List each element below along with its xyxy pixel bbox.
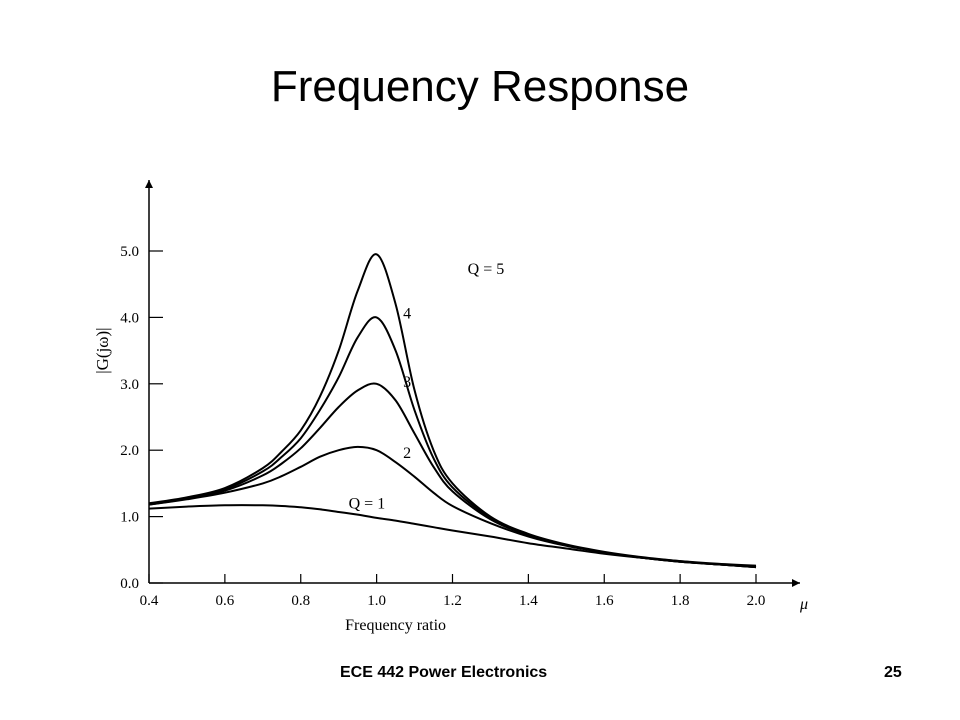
x-tick-label: 0.6 [216, 593, 235, 609]
curve-series-1 [148, 504, 757, 567]
x-axis-arrow [792, 579, 800, 587]
curve-labels: Q = 1 2 3 4 Q = 5 [349, 261, 505, 512]
x-axis-label: Frequency ratio [345, 617, 446, 634]
curve-series-2 [148, 445, 757, 569]
y-tick-label: 1.0 [120, 510, 139, 526]
curve-label-4: 4 [403, 306, 411, 323]
y-axis-label: |G(jω)| [93, 327, 112, 373]
x-tick-label: 0.4 [140, 593, 159, 609]
x-tick-label: 1.2 [443, 593, 462, 609]
x-axis-symbol: μ [799, 596, 808, 613]
axes: 0.4 0.6 0.8 1.0 1.2 1.4 1.6 1.8 2.0 0.0 1.0 2.0 3.0 4… [93, 180, 808, 634]
y-tick-label: 5.0 [120, 244, 139, 260]
x-tick-label: 1.8 [671, 593, 690, 609]
curve-series-5 [148, 253, 757, 568]
curve-label-2: 2 [403, 445, 411, 462]
curve-label-1: Q = 1 [349, 496, 386, 513]
x-tick-label: 1.6 [595, 593, 614, 609]
y-axis-arrow [145, 180, 153, 188]
x-tick-label: 2.0 [747, 593, 766, 609]
curve-label-3: 3 [403, 374, 411, 391]
page-number: 25 [884, 664, 902, 681]
curves [148, 253, 757, 569]
y-tick-label: 3.0 [120, 377, 139, 393]
x-tick-label: 0.8 [291, 593, 310, 609]
footer-course: ECE 442 Power Electronics [340, 664, 548, 681]
curve-series-3 [148, 382, 757, 569]
curve-label-5: Q = 5 [468, 261, 505, 278]
x-tick-label: 1.0 [367, 593, 386, 609]
y-tick-label: 4.0 [120, 310, 139, 326]
x-tick-label: 1.4 [519, 593, 538, 609]
y-tick-label: 0.0 [120, 576, 139, 592]
y-tick-label: 2.0 [120, 443, 139, 459]
slide-title: Frequency Response [270, 62, 690, 111]
